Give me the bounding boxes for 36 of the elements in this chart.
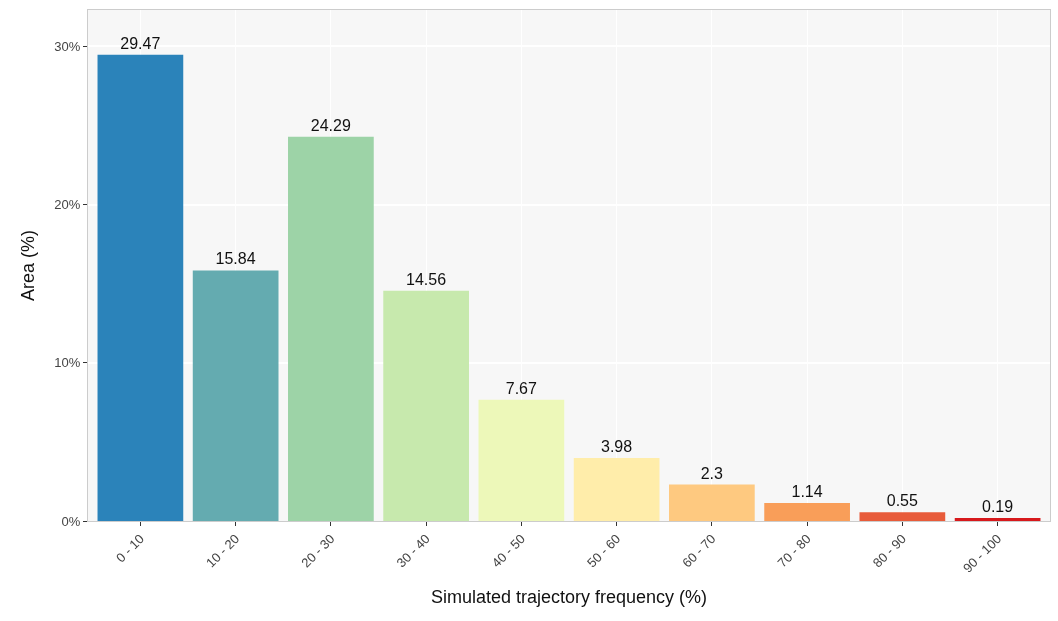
y-tick-label: 20% bbox=[54, 197, 81, 213]
y-tick-label: 0% bbox=[61, 513, 81, 529]
x-tick-label: 0 - 10 bbox=[112, 531, 148, 566]
bar bbox=[478, 399, 565, 521]
bar bbox=[764, 502, 850, 521]
x-tick-label: 50 - 60 bbox=[584, 531, 624, 571]
bar bbox=[383, 290, 469, 521]
y-tick-label: 30% bbox=[54, 38, 81, 54]
bar bbox=[573, 458, 660, 521]
data-label: 0.55 bbox=[886, 492, 918, 510]
x-tick-label: 40 - 50 bbox=[488, 531, 529, 571]
x-tick-label: 10 - 20 bbox=[203, 531, 243, 571]
bar bbox=[97, 54, 184, 521]
x-tick-label: 80 - 90 bbox=[869, 531, 910, 571]
data-label: 24.29 bbox=[310, 116, 351, 134]
bar bbox=[859, 512, 946, 521]
x-tick-label: 60 - 70 bbox=[679, 531, 719, 571]
x-tick-label: 90 - 100 bbox=[959, 531, 1005, 576]
data-label: 7.67 bbox=[505, 379, 537, 397]
data-label: 3.98 bbox=[601, 438, 633, 456]
data-label: 14.56 bbox=[406, 270, 447, 288]
data-label: 1.14 bbox=[791, 482, 823, 500]
data-label: 15.84 bbox=[215, 250, 256, 268]
y-tick-label: 10% bbox=[54, 355, 81, 371]
x-axis-title: Simulated trajectory frequency (%) bbox=[430, 586, 708, 607]
bar bbox=[192, 270, 279, 521]
data-label: 29.47 bbox=[120, 34, 161, 52]
bar bbox=[288, 136, 374, 521]
x-tick-label: 70 - 80 bbox=[774, 531, 814, 571]
x-tick-label: 20 - 30 bbox=[298, 531, 338, 571]
bar bbox=[669, 484, 755, 521]
data-label: 2.3 bbox=[700, 464, 724, 482]
x-tick-label: 30 - 40 bbox=[393, 531, 433, 571]
data-label: 0.19 bbox=[981, 497, 1014, 515]
bar bbox=[954, 517, 1041, 521]
y-axis-title: Area (%) bbox=[17, 229, 38, 302]
